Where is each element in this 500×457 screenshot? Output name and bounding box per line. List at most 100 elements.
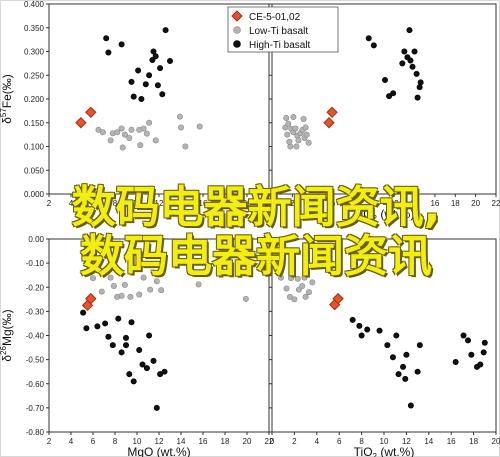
x-axis-title: TiO2 (wt.%) bbox=[354, 445, 415, 457]
point-high-ti-basalt bbox=[157, 65, 164, 72]
x-tick-label: 6 bbox=[91, 437, 96, 446]
point-low-ti-basalt bbox=[196, 123, 203, 130]
y-tick-label: -0.40 bbox=[26, 332, 45, 341]
x-tick-label: 16 bbox=[199, 437, 208, 446]
panel-top-left: 2 4 6 8 10 12 14 16 18 20 22 0.000 0.050 0.100 0.150 0.… bbox=[0, 0, 274, 208]
point-low-ti-basalt bbox=[110, 283, 117, 290]
x-tick-label: 2 bbox=[290, 199, 295, 208]
y-tick-label: -0.80 bbox=[26, 428, 45, 437]
x-tick-label: 22 bbox=[265, 199, 274, 208]
point-low-ti-basalt bbox=[295, 286, 302, 293]
y-tick-label: 0.300 bbox=[24, 48, 45, 57]
x-tick-label: 18 bbox=[221, 199, 230, 208]
panel-bottom-left: 2 4 6 8 10 12 14 16 18 20 22 -0.80 -0.70 -0.60 -0.50 -0… bbox=[0, 235, 274, 457]
point-high-ti-basalt bbox=[399, 60, 406, 67]
point-low-ti-basalt bbox=[127, 293, 134, 300]
point-high-ti-basalt bbox=[400, 363, 407, 370]
y-axis-title: δ26Mg(‰) bbox=[0, 309, 14, 361]
y-tick-label: 0.350 bbox=[24, 24, 45, 33]
point-low-ti-basalt bbox=[284, 131, 291, 138]
point-high-ti-basalt bbox=[464, 337, 471, 344]
x-tick-label: 14 bbox=[177, 199, 186, 208]
point-low-ti-basalt bbox=[295, 137, 302, 144]
point-high-ti-basalt bbox=[146, 72, 153, 79]
point-low-ti-basalt bbox=[299, 283, 306, 290]
point-high-ti-basalt bbox=[349, 316, 356, 323]
y-tick-label: -0.50 bbox=[26, 356, 45, 365]
point-high-ti-basalt bbox=[130, 93, 137, 100]
x-tick-label: 18 bbox=[469, 437, 478, 446]
point-high-ti-basalt bbox=[150, 48, 157, 55]
point-low-ti-basalt bbox=[121, 131, 128, 138]
point-high-ti-basalt bbox=[83, 325, 90, 332]
point-high-ti-basalt bbox=[370, 42, 377, 49]
point-low-ti-basalt bbox=[158, 287, 165, 294]
x-tick-label: 8 bbox=[351, 199, 356, 208]
point-high-ti-basalt bbox=[102, 320, 109, 327]
x-tick-label: 2 bbox=[292, 437, 297, 446]
point-high-ti-basalt bbox=[477, 361, 484, 368]
x-axis-title: MgO (wt.%) bbox=[127, 445, 190, 457]
point-low-ti-basalt bbox=[107, 137, 114, 144]
point-low-ti-basalt bbox=[128, 126, 135, 133]
point-low-ti-basalt bbox=[195, 281, 202, 288]
y-tick-label: 0.400 bbox=[24, 0, 45, 9]
panel-bottom-right: 0 2 4 6 8 10 12 14 16 18 20 TiO2 (wt.%) bbox=[269, 238, 500, 457]
point-high-ti-basalt bbox=[162, 27, 169, 34]
point-high-ti-basalt bbox=[481, 339, 488, 346]
point-low-ti-basalt bbox=[293, 143, 300, 150]
point-high-ti-basalt bbox=[123, 342, 130, 349]
y-tick-label: 0.200 bbox=[24, 95, 45, 104]
x-tick-label: 8 bbox=[113, 199, 118, 208]
point-high-ti-basalt bbox=[136, 346, 143, 353]
x-tick-label: 12 bbox=[390, 199, 399, 208]
point-low-ti-basalt bbox=[176, 113, 183, 120]
legend-box bbox=[227, 6, 339, 53]
legend-label-ce-5-01-02: CE-5-01,02 bbox=[249, 12, 301, 23]
x-tick-label: 20 bbox=[243, 437, 252, 446]
point-low-ti-basalt bbox=[290, 114, 297, 121]
point-low-ti-basalt bbox=[277, 274, 284, 281]
point-low-ti-basalt bbox=[90, 275, 97, 282]
x-tick-label: 4 bbox=[69, 437, 74, 446]
point-high-ti-basalt bbox=[130, 378, 137, 385]
point-low-ti-basalt bbox=[118, 125, 125, 132]
x-tick-label: 0 bbox=[270, 199, 275, 208]
y-tick-label: 0.00 bbox=[28, 235, 44, 244]
y-tick-label: -0.60 bbox=[26, 380, 45, 389]
point-low-ti-basalt bbox=[147, 286, 154, 293]
point-high-ti-basalt bbox=[159, 91, 166, 98]
x-tick-label: 22 bbox=[265, 437, 274, 446]
point-low-ti-basalt bbox=[137, 142, 144, 149]
point-low-ti-basalt bbox=[305, 139, 312, 146]
point-high-ti-basalt bbox=[94, 323, 101, 330]
x-tick-label: 12 bbox=[155, 199, 164, 208]
x-tick-label: 18 bbox=[451, 199, 460, 208]
point-low-ti-basalt bbox=[302, 124, 309, 131]
point-high-ti-basalt bbox=[105, 333, 112, 340]
x-tick-label: 2 bbox=[47, 437, 52, 446]
point-high-ti-basalt bbox=[480, 349, 487, 356]
point-low-ti-basalt bbox=[301, 274, 308, 281]
x-tick-label: 0 bbox=[270, 437, 275, 446]
x-tick-label: 6 bbox=[337, 437, 342, 446]
point-high-ti-basalt bbox=[154, 82, 161, 89]
x-tick-label: 6 bbox=[331, 199, 336, 208]
x-tick-label: 10 bbox=[369, 199, 378, 208]
point-low-ti-basalt bbox=[300, 115, 307, 122]
x-tick-label: 18 bbox=[221, 437, 230, 446]
x-tick-label: 6 bbox=[91, 199, 96, 208]
point-ce-5-01-02 bbox=[323, 117, 335, 129]
y-tick-label: 0.100 bbox=[24, 143, 45, 152]
x-tick-label: 10 bbox=[133, 199, 142, 208]
x-tick-label: 20 bbox=[492, 437, 500, 446]
point-high-ti-basalt bbox=[365, 35, 372, 42]
point-high-ti-basalt bbox=[402, 375, 409, 382]
x-tick-label: 4 bbox=[315, 437, 320, 446]
point-low-ti-basalt bbox=[99, 129, 106, 136]
point-low-ti-basalt bbox=[119, 144, 126, 151]
y-tick-label: -0.20 bbox=[26, 283, 45, 292]
point-high-ti-basalt bbox=[142, 81, 149, 88]
point-ce-5-01-02 bbox=[85, 292, 97, 305]
x-tick-label: 12 bbox=[402, 437, 411, 446]
